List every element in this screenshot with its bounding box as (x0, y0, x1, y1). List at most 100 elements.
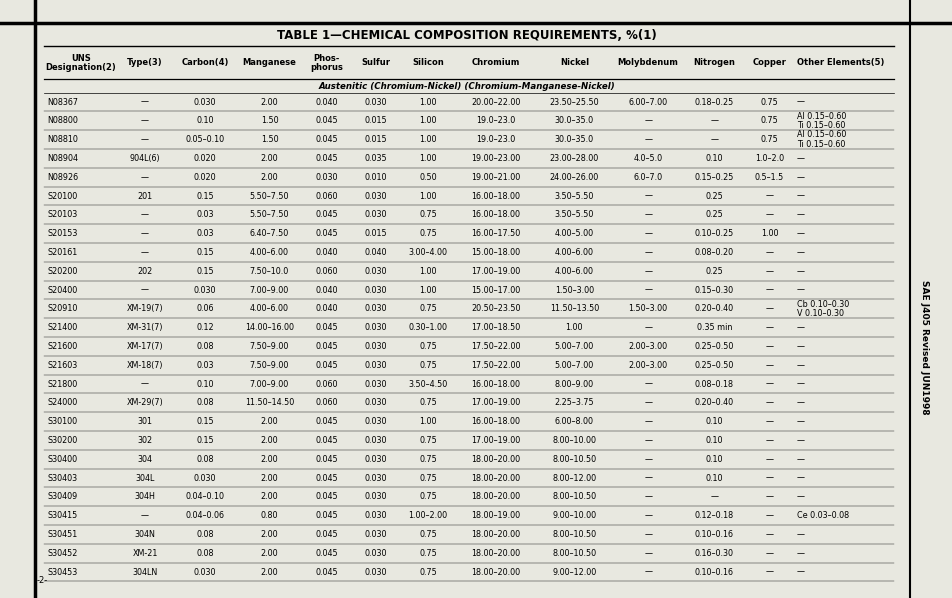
Text: —: — (796, 97, 803, 106)
Text: 24.00–26.00: 24.00–26.00 (549, 173, 598, 182)
Text: 2.00–3.00: 2.00–3.00 (628, 361, 667, 370)
Text: 0.10–0.16: 0.10–0.16 (694, 568, 733, 576)
Text: 0.20–0.40: 0.20–0.40 (694, 398, 733, 407)
Text: 0.08: 0.08 (196, 530, 213, 539)
Text: 0.25–0.50: 0.25–0.50 (694, 342, 733, 351)
Text: —: — (764, 191, 773, 200)
Text: —: — (764, 530, 773, 539)
Text: 0.030: 0.030 (364, 285, 387, 295)
Text: 0.060: 0.060 (315, 267, 337, 276)
Text: 0.030: 0.030 (315, 173, 337, 182)
Text: 0.25: 0.25 (704, 267, 723, 276)
Text: 0.030: 0.030 (364, 436, 387, 445)
Text: —: — (764, 323, 773, 332)
Text: 0.75: 0.75 (419, 229, 436, 238)
Text: 0.12–0.18: 0.12–0.18 (694, 511, 733, 520)
Text: 1.00–2.00: 1.00–2.00 (408, 511, 447, 520)
Text: —: — (644, 549, 651, 558)
Text: 0.020: 0.020 (193, 154, 216, 163)
Text: 23.50–25.50: 23.50–25.50 (549, 97, 599, 106)
Text: 0.25: 0.25 (704, 210, 723, 219)
Text: 304: 304 (137, 454, 152, 463)
Text: 202: 202 (137, 267, 152, 276)
Text: 0.75: 0.75 (419, 568, 436, 576)
Text: 2.00: 2.00 (261, 97, 278, 106)
Text: 9.00–10.00: 9.00–10.00 (551, 511, 596, 520)
Text: 0.030: 0.030 (364, 511, 387, 520)
Text: 0.045: 0.045 (315, 417, 337, 426)
Text: 4.00–5.00: 4.00–5.00 (554, 229, 593, 238)
Text: 6.0–7.0: 6.0–7.0 (633, 173, 662, 182)
Text: 0.50: 0.50 (419, 173, 436, 182)
Text: 0.75: 0.75 (419, 304, 436, 313)
Text: —: — (764, 304, 773, 313)
Text: 0.030: 0.030 (364, 530, 387, 539)
Text: S20200: S20200 (48, 267, 78, 276)
Text: —: — (709, 135, 718, 144)
Text: 201: 201 (137, 191, 152, 200)
Text: 304L: 304L (135, 474, 154, 483)
Text: -2-: -2- (37, 576, 49, 585)
Text: 0.030: 0.030 (193, 285, 216, 295)
Text: 0.75: 0.75 (419, 398, 436, 407)
Text: —: — (764, 549, 773, 558)
Text: —: — (796, 530, 803, 539)
Text: 0.25: 0.25 (704, 191, 723, 200)
Text: —: — (764, 511, 773, 520)
Text: 16.00–18.00: 16.00–18.00 (471, 417, 520, 426)
Text: 0.12: 0.12 (196, 323, 213, 332)
Text: 0.04–0.10: 0.04–0.10 (186, 492, 225, 501)
Text: —: — (764, 267, 773, 276)
Text: 0.18–0.25: 0.18–0.25 (694, 97, 733, 106)
Text: 0.030: 0.030 (364, 97, 387, 106)
Text: 18.00–20.00: 18.00–20.00 (471, 549, 520, 558)
Text: S20400: S20400 (48, 285, 77, 295)
Text: 0.08: 0.08 (196, 342, 213, 351)
Text: 1.00: 1.00 (419, 154, 436, 163)
Text: XM-31(7): XM-31(7) (127, 323, 163, 332)
Text: —: — (644, 323, 651, 332)
Text: 0.030: 0.030 (193, 568, 216, 576)
Text: 304LN: 304LN (132, 568, 157, 576)
Text: 0.75: 0.75 (419, 492, 436, 501)
Text: —: — (644, 511, 651, 520)
Text: 0.030: 0.030 (364, 342, 387, 351)
Text: —: — (796, 492, 803, 501)
Text: —: — (644, 417, 651, 426)
Text: 0.08: 0.08 (196, 398, 213, 407)
Text: XM-21: XM-21 (132, 549, 158, 558)
Text: 0.15: 0.15 (196, 248, 213, 257)
Text: 0.030: 0.030 (364, 191, 387, 200)
Text: 0.015: 0.015 (364, 135, 387, 144)
Text: 17.00–19.00: 17.00–19.00 (471, 398, 520, 407)
Text: 16.00–17.50: 16.00–17.50 (471, 229, 520, 238)
Text: —: — (141, 210, 149, 219)
Text: 0.030: 0.030 (364, 474, 387, 483)
Text: S30200: S30200 (48, 436, 77, 445)
Text: 0.045: 0.045 (315, 568, 337, 576)
Text: 0.030: 0.030 (193, 97, 216, 106)
Text: —: — (764, 436, 773, 445)
Text: Carbon(4): Carbon(4) (181, 59, 228, 68)
Text: 3.50–5.50: 3.50–5.50 (554, 191, 593, 200)
Text: Al 0.15–0.60
Ti 0.15–0.60: Al 0.15–0.60 Ti 0.15–0.60 (796, 112, 845, 130)
Text: 301: 301 (137, 417, 152, 426)
Text: XM-19(7): XM-19(7) (127, 304, 163, 313)
Text: 0.10: 0.10 (704, 154, 723, 163)
Text: N08926: N08926 (48, 173, 78, 182)
Text: 0.045: 0.045 (315, 492, 337, 501)
Text: 20.00–22.00: 20.00–22.00 (471, 97, 520, 106)
Text: 0.045: 0.045 (315, 117, 337, 126)
Text: —: — (796, 398, 803, 407)
Text: —: — (796, 417, 803, 426)
Text: 0.045: 0.045 (315, 454, 337, 463)
Text: Silicon: Silicon (411, 59, 444, 68)
Text: 2.00: 2.00 (261, 492, 278, 501)
Text: 304N: 304N (134, 530, 155, 539)
Text: 18.00–19.00: 18.00–19.00 (471, 511, 520, 520)
Text: Copper: Copper (752, 59, 785, 68)
Text: 8.00–12.00: 8.00–12.00 (551, 474, 596, 483)
Text: 0.03: 0.03 (196, 361, 213, 370)
Text: 0.75: 0.75 (419, 210, 436, 219)
Text: 0.045: 0.045 (315, 229, 337, 238)
